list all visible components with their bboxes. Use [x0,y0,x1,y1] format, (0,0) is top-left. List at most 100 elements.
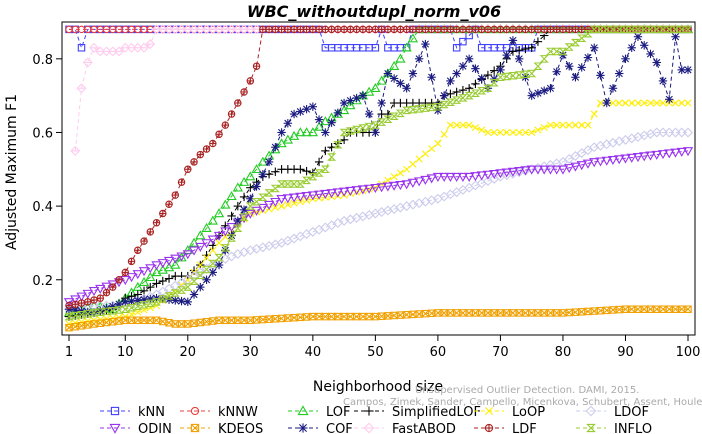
data-point-ldf [459,25,467,34]
data-point-simplifiedlof [246,183,255,192]
data-point-odin [614,155,625,165]
data-point-loop [615,99,623,107]
data-point-odin [245,209,256,219]
data-point-ldf [365,25,373,34]
data-point-cof [133,296,142,305]
data-point-inflo [439,100,449,109]
data-point-ldf [71,300,80,309]
data-point-ldf [409,25,417,34]
legend-marker-knnw [190,406,200,416]
data-point-odin [295,192,306,202]
data-point-ldf [65,301,73,310]
data-point-simplifiedlof [296,165,305,174]
data-point-simplifiedlof [152,279,161,288]
data-point-ldf [346,25,355,34]
data-point-odin [313,190,325,200]
legend-item-ldof: LDOF [576,405,649,420]
data-point-odin [426,174,437,184]
data-point-simplifiedlof [446,89,455,99]
series-inflo [64,25,693,321]
legend-label-fastabod: FastABOD [392,422,456,434]
data-point-ldf [440,25,448,34]
data-point-fastabod [139,42,150,53]
data-point-cof [283,119,293,128]
data-point-inflo [64,312,74,321]
x-tick-label-90: 90 [617,345,634,360]
data-point-ldf [140,237,148,245]
data-point-odin [620,154,631,164]
data-point-inflo [339,128,349,137]
data-point-ldf [446,25,455,34]
y-tick-label-0.6: 0.6 [32,126,53,141]
data-point-loop [277,202,286,210]
data-point-ldof [564,154,575,164]
data-point-lof [338,105,350,115]
x-tick-label-40: 40 [305,345,322,360]
data-point-simplifiedlof [489,66,499,75]
data-point-lof [376,75,387,85]
data-point-ldf [309,25,317,34]
data-point-cof [371,128,380,137]
chart-title: WBC_withoutdupl_norm_v06 [247,2,501,21]
data-point-inflo [677,25,687,34]
y-tick-label-0.2: 0.2 [32,274,53,289]
legend-label-kdeos: KDEOS [218,422,263,434]
data-point-inflo [595,25,605,34]
data-point-ldf [546,25,555,34]
legend: kNN kNNW LOF SimplifiedLOF LoOP LDOF ODIN KDEOS… [100,405,652,434]
data-point-inflo [483,84,493,93]
data-point-ldf [402,25,411,34]
data-point-odin [70,295,81,305]
data-point-cof [514,54,524,64]
data-point-lof [407,33,419,43]
data-point-ldf [90,296,98,304]
data-point-loop [396,169,404,177]
data-point-odin [576,161,587,171]
data-point-kdeos [234,316,242,325]
data-point-loop [653,99,661,107]
data-point-odin [476,171,487,181]
data-point-cof [683,65,693,75]
data-point-kdeos [140,316,148,325]
data-point-simplifiedlof [189,266,199,275]
x-tick-label-10: 10 [117,345,134,360]
data-point-fastabod [107,46,118,57]
legend-label-inflo: INFLO [614,422,652,434]
legend-marker-lof [297,405,309,416]
data-point-inflo [302,176,312,185]
data-point-simplifiedlof [302,166,311,176]
data-point-odin [601,156,612,166]
data-point-simplifiedlof [383,109,393,119]
data-point-ldf [496,25,505,34]
data-point-lof [301,127,312,137]
data-point-simplifiedlof [458,85,468,95]
data-point-odin [201,239,212,249]
data-point-inflo [270,184,280,193]
data-point-loop [509,128,517,137]
data-point-ldf [177,178,186,186]
data-point-loop [565,121,573,129]
data-point-loop [127,310,136,318]
legend-marker-kdeos [190,423,200,433]
data-point-cof [396,79,405,88]
data-point-cof [421,39,430,49]
data-point-loop [490,128,498,137]
data-point-odin [176,252,187,262]
data-point-lof [195,230,206,240]
data-point-ldof [582,145,593,156]
data-point-simplifiedlof [483,70,493,80]
data-point-cof [352,93,361,103]
legend-marker-loop [485,407,493,415]
data-point-cof [427,73,436,82]
data-point-lof [151,267,162,277]
data-point-loop [621,99,630,107]
data-point-ldf [246,77,255,85]
data-point-loop [134,308,142,316]
data-point-lof [226,190,237,201]
data-point-inflo [208,259,218,268]
data-point-ldf [196,150,205,159]
data-point-odin [670,148,681,158]
data-point-kdeos [409,310,417,319]
data-point-inflo [345,127,355,135]
data-point-lof [345,100,356,110]
